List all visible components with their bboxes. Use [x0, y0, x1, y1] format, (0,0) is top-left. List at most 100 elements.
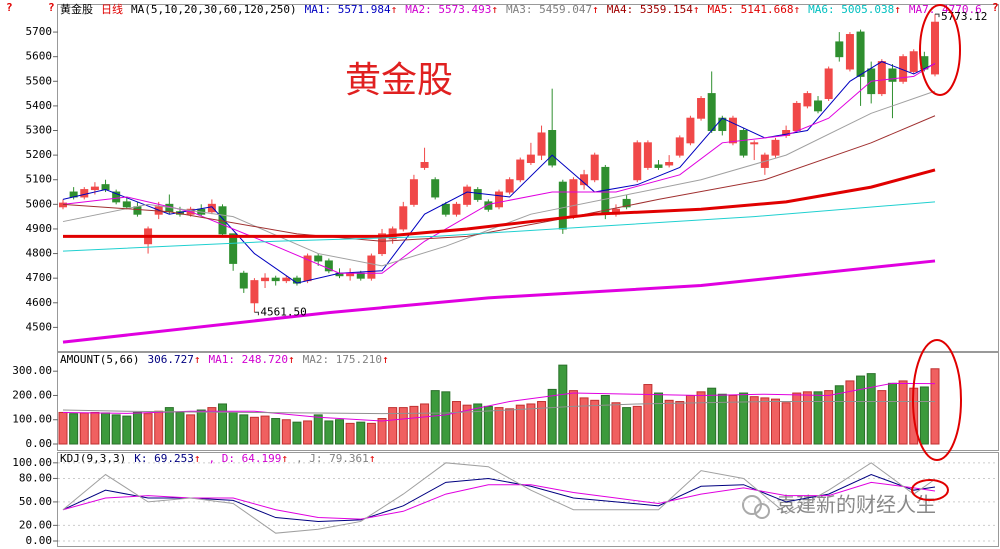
main-panel: [57, 4, 999, 352]
header-item: , J: 79.361: [296, 452, 369, 465]
candle-body: [739, 130, 748, 156]
candle-body: [399, 206, 408, 230]
candle-body: [452, 203, 461, 215]
y-tick-label: 5600: [26, 50, 53, 63]
indicator-line: [62, 61, 936, 284]
volume-bar: [175, 411, 185, 445]
y-tick-label: 5700: [26, 25, 53, 38]
candle-body: [877, 61, 886, 95]
candle-body: [271, 277, 280, 282]
volume-bar: [218, 403, 228, 445]
header-arrow: ↑: [894, 3, 901, 16]
wechat-icon: [754, 503, 770, 519]
header-item: MA1: 5571.984: [305, 3, 391, 16]
header-item: MA4: 5359.154: [607, 3, 693, 16]
indicator-line: [62, 382, 936, 422]
y-tick-label: 0.00: [26, 437, 53, 450]
volume-bar: [420, 403, 430, 445]
volume-bar: [292, 421, 302, 445]
candle-body: [367, 255, 376, 279]
volume-bar: [303, 420, 313, 445]
candle-body: [814, 100, 823, 112]
volume-bar: [398, 407, 408, 445]
volume-bar: [675, 401, 685, 445]
candle-body: [101, 184, 110, 191]
volume-bar: [451, 401, 461, 445]
candle-body: [80, 189, 89, 198]
indicator-line: [62, 401, 935, 415]
volume-bar: [101, 412, 111, 445]
header-item: MA1: 248.720: [208, 353, 287, 366]
volume-bar: [547, 388, 557, 445]
header-item: 306.727: [147, 353, 193, 366]
kdj-panel: [57, 452, 999, 547]
volume-bar: [122, 415, 132, 445]
volume-bar: [271, 418, 281, 445]
y-tick-label: 5400: [26, 99, 53, 112]
volume-bar: [611, 402, 621, 445]
y-tick-label: 4800: [26, 247, 53, 260]
header-arrow: ↑: [194, 353, 201, 366]
volume-bar: [111, 414, 121, 445]
volume-bar: [388, 407, 398, 445]
volume-bar: [537, 401, 547, 445]
header-arrow: ↑: [382, 353, 389, 366]
candle-body: [441, 203, 450, 215]
candle-body: [378, 233, 387, 255]
indicator-line: [62, 90, 936, 267]
y-tick-label: 5500: [26, 74, 53, 87]
y-tick-label: 50.00: [19, 495, 52, 508]
candle-body: [665, 162, 674, 166]
highlight-circle: [911, 479, 949, 501]
candle-body: [686, 117, 695, 144]
volume-bar: [143, 413, 153, 445]
candle-body: [856, 31, 865, 77]
candle-body: [569, 179, 578, 218]
help-icon[interactable]: ?: [992, 1, 999, 14]
header-arrow: ↑: [592, 3, 599, 16]
volume-bar: [526, 403, 536, 445]
header-arrow: ↑: [491, 3, 498, 16]
panel-header: 黄金股 日线 MA(5,10,20,30,60,120,250) MA1: 5571.…: [60, 2, 982, 16]
annotation-leader: [254, 311, 259, 316]
candle-body: [516, 159, 525, 181]
volume-bar: [887, 382, 897, 445]
y-tick-label: 300.00: [12, 364, 52, 377]
volume-bar: [600, 394, 610, 445]
candle-body: [314, 255, 323, 262]
volume-bar: [717, 393, 727, 445]
header-arrow: ↑: [194, 452, 201, 465]
volume-bar: [558, 364, 568, 445]
candle-body: [675, 137, 684, 156]
header-arrow: ↑: [794, 3, 801, 16]
volume-bar: [409, 405, 419, 445]
header-item: MA6: 5005.038: [808, 3, 894, 16]
volume-bar: [696, 391, 706, 445]
help-icon[interactable]: ?: [6, 1, 13, 14]
volume-bar: [877, 390, 887, 445]
candle-body: [112, 191, 121, 203]
y-tick-label: 0.00: [26, 534, 53, 547]
volume-bar: [281, 419, 291, 445]
volume-bar: [324, 420, 334, 445]
indicator-line: [62, 474, 936, 522]
candle-body: [463, 186, 472, 205]
candle-body: [250, 280, 259, 304]
volume-panel: [57, 352, 999, 451]
header-item: , D: 64.199: [208, 452, 281, 465]
volume-bar: [770, 398, 780, 445]
volume-bar: [356, 421, 366, 445]
volume-bar: [856, 375, 866, 445]
volume-bar: [866, 373, 876, 445]
indicator-line: [62, 201, 936, 252]
help-icon[interactable]: ?: [48, 1, 55, 14]
candle-body: [558, 181, 567, 230]
annotation-leader: [935, 13, 940, 18]
volume-bar: [654, 392, 664, 445]
volume-bar: [802, 391, 812, 445]
candle-body: [505, 179, 514, 193]
volume-bar: [579, 397, 589, 445]
candle-body: [324, 260, 333, 272]
header-item: AMOUNT(5,66): [60, 353, 139, 366]
